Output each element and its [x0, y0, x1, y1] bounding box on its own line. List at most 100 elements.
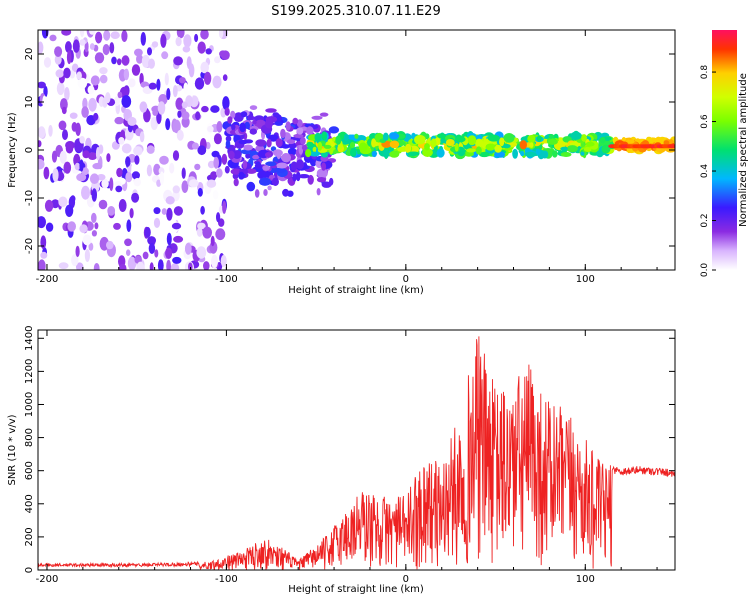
spectrogram-cell — [171, 222, 182, 230]
spectrogram-cell — [298, 174, 310, 179]
spectrogram-cell — [213, 156, 219, 169]
spectrogram-cell — [293, 133, 304, 138]
spectrogram-cell — [201, 105, 209, 113]
spectrogram-cell — [177, 110, 182, 118]
spectrogram-cell — [126, 219, 132, 232]
spectrogram-cell — [92, 162, 103, 170]
snr-y-tick-label: 0 — [24, 567, 35, 573]
spectrogram-cell — [383, 149, 390, 159]
colorbar-label: Normalized spectral amplitude — [738, 73, 749, 227]
spectrogram-cell — [314, 132, 322, 142]
spectrogram-cell — [585, 141, 595, 147]
spectrogram-cell — [222, 74, 228, 81]
spectrogram-cell — [233, 178, 239, 187]
spectrogram-cell — [292, 117, 299, 125]
spectrogram-cell — [139, 101, 148, 113]
spectrogram-cell — [267, 185, 272, 191]
spectrogram-cell — [175, 36, 182, 47]
spectrogram-cell — [79, 224, 88, 234]
snr-x-tick-label: -100 — [215, 574, 238, 585]
spectrogram-cell — [143, 109, 151, 123]
spectrogram-cell — [152, 109, 159, 116]
spectrogram-cell — [69, 112, 78, 119]
spectrogram-cell — [354, 133, 359, 139]
spectrogram-cell — [153, 163, 161, 176]
spectrogram-cell — [265, 108, 277, 113]
spectrogram-y-tick-label: 0 — [24, 147, 35, 153]
spectrogram-cell — [126, 249, 131, 256]
spectrogram-cell — [371, 150, 377, 158]
spectrogram-cell — [548, 134, 555, 139]
spectrogram-cell — [305, 149, 312, 158]
spectrogram-cell — [75, 245, 80, 258]
spectrogram-cell — [309, 151, 320, 157]
spectrogram-cell — [147, 236, 157, 245]
spectrogram-cell — [181, 101, 188, 109]
spectrogram-cell — [222, 96, 230, 110]
spectrogram-cell — [79, 39, 86, 46]
spectrogram-cell — [110, 31, 120, 39]
spectrogram-cell — [58, 120, 67, 131]
snr-y-axis-label: SNR (10 * v/v) — [7, 414, 18, 485]
spectrogram-cell — [203, 261, 210, 270]
spectrogram-cell — [156, 179, 162, 187]
spectrogram-cell — [159, 155, 169, 165]
spectrogram-cell — [128, 78, 136, 88]
spectrogram-cell — [133, 146, 143, 156]
spectrogram-cell — [183, 82, 188, 95]
spectrogram-cell — [103, 30, 111, 41]
spectrogram-cell — [240, 111, 248, 118]
spectrogram-cell — [129, 208, 134, 219]
snr-y-tick-label: 1200 — [24, 359, 35, 384]
spectrogram-cell — [56, 81, 65, 96]
spectrogram-cell — [134, 155, 140, 165]
spectrogram-cell — [124, 238, 132, 247]
spectrogram-cell — [414, 134, 426, 145]
spectrogram-cell — [207, 125, 214, 133]
spectrogram-cell — [536, 135, 542, 142]
spectrogram-cell — [175, 97, 184, 110]
spectrogram-cell — [131, 171, 140, 180]
spectrogram-cell — [494, 151, 506, 158]
spectrogram-cell — [157, 259, 164, 270]
spectrogram-cell — [148, 82, 157, 90]
spectrogram-cell — [89, 43, 95, 50]
spectrogram-cell — [194, 163, 201, 171]
spectrogram-cell — [165, 196, 175, 205]
spectrogram-cell — [335, 135, 342, 145]
spectrogram-cell — [94, 222, 99, 230]
spectrogram-cell — [195, 111, 201, 121]
spectrogram-cell — [227, 116, 233, 124]
spectrogram-cell — [196, 246, 207, 259]
spectrogram-cell — [254, 189, 260, 198]
spectrogram-cell — [494, 144, 502, 153]
spectrogram-cell — [197, 222, 206, 230]
colorbar-tick-label: 0.4 — [700, 164, 710, 179]
spectrogram-cell — [455, 136, 466, 143]
snr-y-tick-label: 200 — [24, 527, 35, 546]
spectrogram-cell — [221, 153, 228, 165]
spectrogram-cell — [124, 108, 130, 117]
spectrogram-cell — [70, 195, 76, 203]
spectrogram-cell — [166, 88, 171, 100]
spectrogram-cell — [114, 116, 124, 125]
spectrogram-cell — [98, 199, 108, 210]
spectrogram-cell — [238, 139, 248, 145]
spectrogram-cell — [422, 147, 433, 157]
spectrogram-cell — [321, 181, 332, 188]
spectrogram-cell — [257, 170, 268, 180]
spectrogram-cell — [350, 147, 357, 157]
spectrogram-cell — [436, 148, 445, 158]
spectrogram-cell — [286, 139, 296, 145]
spectrogram-cell — [165, 118, 171, 131]
spectrogram-cell — [296, 119, 303, 128]
spectrogram-cell — [118, 263, 127, 270]
spectrogram-cell — [215, 228, 226, 241]
spectrogram-cell — [230, 168, 242, 175]
spectrogram-cell — [172, 150, 180, 161]
spectrogram-cell — [87, 152, 98, 161]
spectrogram-cell — [196, 227, 203, 237]
spectrogram-cell — [371, 138, 377, 148]
spectrogram-cell — [321, 131, 328, 141]
